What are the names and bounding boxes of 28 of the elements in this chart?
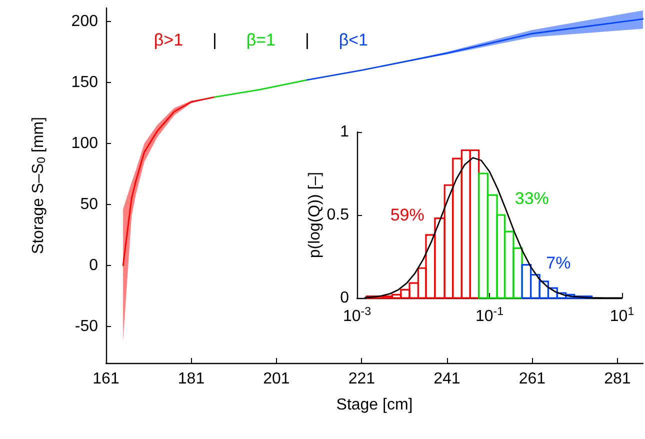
y-tick-label: -50 bbox=[74, 318, 98, 335]
annotation: 7% bbox=[546, 254, 571, 273]
y-axis-title: Storage S–S0 [mm] bbox=[30, 116, 48, 254]
line-series bbox=[122, 96, 216, 266]
y-tick-label: 150 bbox=[71, 74, 98, 91]
x-tick-label: 201 bbox=[263, 370, 290, 388]
x-tick-label: 241 bbox=[434, 370, 460, 388]
y-tick-label: 0 bbox=[89, 256, 98, 274]
x-tick-label: 221 bbox=[348, 370, 376, 388]
y-axis-title: p(log(Q)) [–] bbox=[306, 172, 324, 258]
annotation: 59% bbox=[390, 206, 424, 224]
annotation: | bbox=[212, 30, 217, 50]
text: β=1 bbox=[246, 30, 276, 50]
y-tick-label: 200 bbox=[71, 12, 98, 30]
series-label: β<1 bbox=[338, 30, 368, 50]
y-tick-label: 50 bbox=[80, 196, 98, 213]
annotation: | bbox=[304, 30, 310, 50]
x-tick-label: 181 bbox=[178, 370, 205, 388]
x-tick-label: 281 bbox=[604, 370, 631, 388]
text: β>1 bbox=[154, 30, 184, 50]
x-axis-title: Stage [cm] bbox=[336, 396, 413, 414]
y-tick-label: 100 bbox=[71, 134, 98, 152]
x-tick-label: 261 bbox=[518, 370, 546, 388]
y-tick-label: 0 bbox=[340, 290, 350, 306]
y-tick-label: 1 bbox=[340, 124, 350, 140]
annotation: 33% bbox=[514, 188, 549, 208]
y-tick-label: 0.5 bbox=[326, 206, 350, 224]
x-tick-label: 161 bbox=[92, 370, 120, 388]
